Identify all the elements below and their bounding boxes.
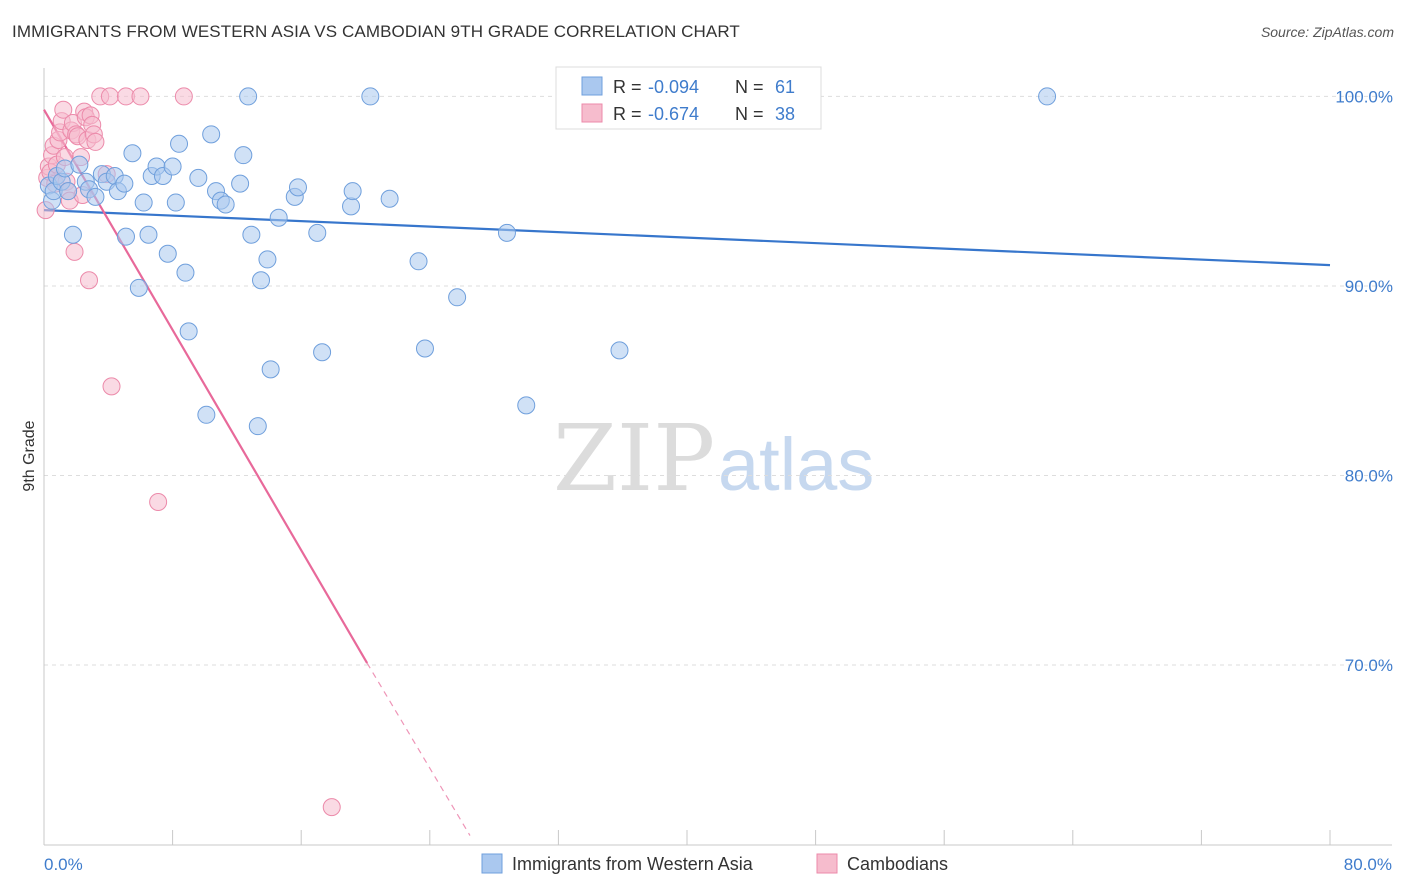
y-tick-label-90: 90.0%: [1345, 277, 1393, 296]
western-asia-point: [288, 178, 307, 197]
western-asia-points: [39, 87, 1057, 436]
western-asia-point: [269, 208, 288, 227]
y-tick-label-70: 70.0%: [1345, 656, 1393, 675]
western-asia-point: [163, 157, 182, 176]
cambodians-point: [149, 492, 168, 511]
western-asia-point: [231, 174, 250, 193]
western-asia-point: [1038, 87, 1057, 106]
western-asia-point: [248, 417, 267, 436]
western-asia-point: [308, 223, 327, 242]
western-asia-point: [517, 396, 536, 415]
western-asia-point: [189, 168, 208, 187]
western-asia-point: [134, 193, 153, 212]
y-tick-label-80: 80.0%: [1345, 466, 1393, 485]
x-ticks: [43, 830, 1331, 845]
chart-title: IMMIGRANTS FROM WESTERN ASIA VS CAMBODIA…: [12, 22, 740, 41]
y-axis-label: 9th Grade: [21, 420, 38, 491]
western-asia-point: [197, 405, 216, 424]
series-legend: Immigrants from Western Asia Cambodians: [481, 853, 948, 874]
y-tick-label-100: 100.0%: [1335, 87, 1393, 106]
western-asia-point: [242, 225, 261, 244]
western-asia-point: [252, 271, 271, 290]
western-asia-point: [202, 125, 221, 144]
western-asia-point: [70, 155, 89, 174]
legend-r-label-1: R =: [613, 77, 642, 97]
western-asia-point: [115, 174, 134, 193]
western-asia-point: [179, 322, 198, 341]
western-asia-point: [361, 87, 380, 106]
cambodians-point: [102, 377, 121, 396]
western-asia-point: [158, 244, 177, 263]
western-asia-point: [448, 288, 467, 307]
cambodians-point: [65, 242, 84, 261]
western-asia-point: [380, 189, 399, 208]
trend-line-western-asia: [43, 209, 1331, 267]
western-asia-point: [497, 223, 516, 242]
western-asia-point: [610, 341, 629, 360]
western-asia-point: [234, 146, 253, 165]
legend-swatch-pink: [581, 103, 603, 123]
legend-n-value-1: 61: [775, 77, 795, 97]
western-asia-point: [415, 339, 434, 358]
trend-line-cambodians-extrapolated: [366, 662, 471, 836]
western-asia-point: [139, 225, 158, 244]
x-tick-label-min: 0.0%: [44, 855, 83, 874]
legend-swatch-blue: [581, 76, 603, 96]
watermark-zip: ZIP: [553, 405, 715, 512]
legend-r-value-2: -0.674: [648, 104, 699, 124]
watermark-atlas: atlas: [718, 423, 874, 506]
western-asia-point: [409, 252, 428, 271]
series-legend-swatch-blue: [481, 853, 503, 874]
western-asia-point: [59, 182, 78, 201]
legend-n-value-2: 38: [775, 104, 795, 124]
source-label: Source: ZipAtlas.com: [1260, 24, 1394, 40]
western-asia-point: [313, 343, 332, 362]
western-asia-point: [116, 227, 135, 246]
western-asia-point: [63, 225, 82, 244]
cambodians-point: [80, 271, 99, 290]
western-asia-point: [86, 187, 105, 206]
series-legend-swatch-pink: [816, 853, 838, 874]
western-asia-point: [123, 144, 142, 163]
western-asia-point: [166, 193, 185, 212]
legend-n-label-1: N =: [735, 77, 764, 97]
western-asia-point: [216, 195, 235, 214]
cambodians-point: [86, 132, 105, 151]
western-asia-point: [239, 87, 258, 106]
western-asia-point: [258, 250, 277, 269]
cambodians-point: [131, 87, 150, 106]
western-asia-point: [343, 182, 362, 201]
western-asia-point: [176, 263, 195, 282]
western-asia-point: [129, 278, 148, 297]
western-asia-point: [170, 134, 189, 153]
western-asia-point: [261, 360, 280, 379]
series-legend-label-pink: Cambodians: [847, 854, 948, 874]
x-tick-label-max: 80.0%: [1344, 855, 1392, 874]
y-tick-labels: 100.0% 90.0% 80.0% 70.0%: [1335, 87, 1393, 675]
legend-n-label-2: N =: [735, 104, 764, 124]
legend-r-value-1: -0.094: [648, 77, 699, 97]
cambodians-point: [174, 87, 193, 106]
cambodians-point: [54, 100, 73, 119]
cambodians-point: [100, 87, 119, 106]
series-legend-label-blue: Immigrants from Western Asia: [512, 854, 754, 874]
western-asia-point: [342, 197, 361, 216]
stats-legend: R = -0.094 N = 61 R = -0.674 N = 38: [555, 66, 822, 130]
cambodians-point: [322, 798, 341, 817]
legend-r-label-2: R =: [613, 104, 642, 124]
